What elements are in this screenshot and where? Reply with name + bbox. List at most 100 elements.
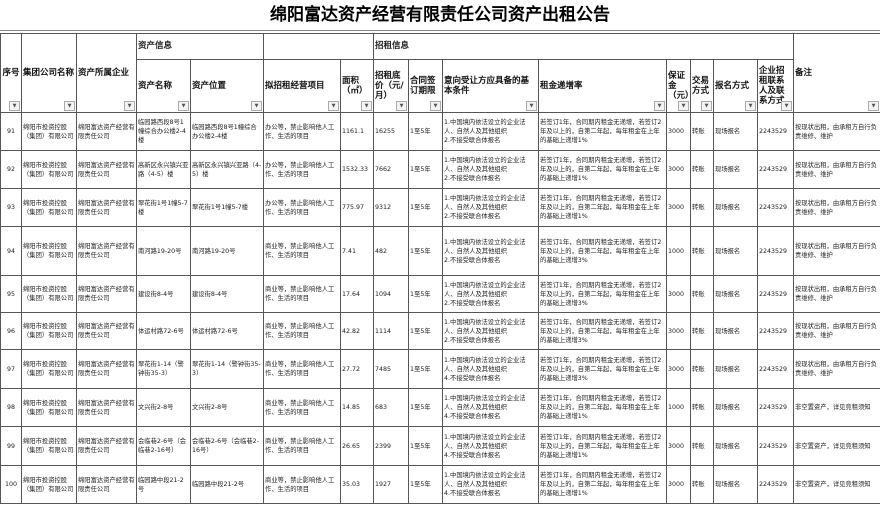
group-blank bbox=[263, 33, 375, 60]
cell-group-company: 绵阳市投资控股（集团）有限公司 bbox=[21, 312, 77, 350]
cell-seq: 99 bbox=[0, 426, 22, 466]
dropdown-arrow-icon[interactable]: ▼ bbox=[701, 101, 713, 111]
cell-rent-increase: 若签订1年，合同期内租金无递增，若签订2年及以上的，自第二年起，每年租金在上年的… bbox=[538, 112, 668, 151]
cell-seq: 94 bbox=[0, 226, 22, 276]
cell-contact: 2243529 bbox=[757, 275, 795, 313]
cell-group-company: 绵阳市投资控股（集团）有限公司 bbox=[21, 150, 77, 189]
cell-conditions: 1.中国境内依法设立的企业法人、自然人及其他组织 4.不接受联合体报名 bbox=[442, 465, 540, 504]
cell-deposit: 3000 bbox=[666, 349, 692, 389]
group-lease-info: 招租信息 bbox=[373, 33, 795, 60]
cell-business-scope: 商业等，禁止影响他人工作、生活的项目 bbox=[263, 275, 342, 313]
cell-remarks: 按现状出租，由承租方自行负责维修、维护 bbox=[793, 349, 880, 389]
cell-asset-location: 会临巷2-6号（会临巷2-16号） bbox=[189, 426, 265, 466]
cell-business-scope: 办公等，禁止影响他人工作、生活的项目 bbox=[263, 188, 342, 227]
table-row: 99 绵阳市投资控股（集团）有限公司 绵阳富达资产经营有限责任公司 会临巷2-6号（会… bbox=[0, 426, 880, 466]
cell-contact: 2243529 bbox=[757, 112, 795, 151]
cell-conditions: 1.中国境内依法设立的企业法人、自然人及其他组织 4.不接受联合体报名 bbox=[442, 349, 540, 389]
header-conditions[interactable]: 意向受让方应具备的基本条件 ▼ bbox=[442, 59, 540, 113]
header-deposit[interactable]: 保证金（元）▼ bbox=[666, 59, 692, 113]
cell-rent-increase: 若签订1年，合同期内租金无递增，若签订2年及以上的，自第二年起，每年租金在上年的… bbox=[538, 465, 668, 504]
cell-owner-company: 绵阳富达资产经营有限责任公司 bbox=[76, 150, 137, 189]
header-asset-name[interactable]: 资产名称 ▼ bbox=[136, 59, 191, 113]
header-payment-method[interactable]: 交易方式 ▼ bbox=[690, 59, 715, 113]
cell-contract-term: 1至5年 bbox=[408, 465, 444, 504]
cell-deposit: 1000 bbox=[666, 388, 692, 427]
cell-payment-method: 转账 bbox=[690, 388, 715, 427]
header-group-company[interactable]: 集团公司名称 ▼ bbox=[21, 33, 77, 113]
cell-asset-location: 体运村路72-6号 bbox=[189, 312, 265, 350]
cell-area: 7.41 bbox=[340, 226, 375, 276]
cell-payment-method: 转账 bbox=[690, 426, 715, 466]
cell-registration-method: 现场报名 bbox=[713, 226, 759, 276]
cell-contact: 2243529 bbox=[757, 465, 795, 504]
cell-seq: 92 bbox=[0, 150, 22, 189]
table-row: 91 绵阳市投资控股（集团）有限公司 绵阳富达资产经营有限责任公司 临园路西段8号1幢… bbox=[0, 112, 880, 151]
group-asset-info: 资产信息 bbox=[135, 33, 265, 60]
cell-seq: 98 bbox=[0, 388, 22, 427]
header-remarks[interactable]: 备注 ▼ bbox=[793, 33, 880, 113]
dropdown-arrow-icon[interactable]: ▼ bbox=[64, 101, 75, 111]
cell-asset-name: 建设街8-4号 bbox=[136, 275, 191, 313]
dropdown-arrow-icon[interactable]: ▼ bbox=[361, 101, 373, 111]
cell-asset-name: 临园路西段8号1幢综合办公楼2-4楼 bbox=[136, 112, 191, 151]
cell-contract-term: 1至5年 bbox=[408, 275, 444, 313]
cell-registration-method: 现场报名 bbox=[713, 188, 759, 227]
cell-contract-term: 1至5年 bbox=[408, 312, 444, 350]
table-row: 97 绵阳市投资控股（集团）有限公司 绵阳富达资产经营有限责任公司 翠花街1-14（警… bbox=[0, 349, 880, 389]
header-base-price[interactable]: 招租底价（元/月） ▼ bbox=[373, 59, 410, 113]
cell-contract-term: 1至5年 bbox=[408, 349, 444, 389]
dropdown-arrow-icon[interactable]: ▼ bbox=[430, 101, 442, 111]
dropdown-arrow-icon[interactable]: ▼ bbox=[124, 101, 135, 111]
dropdown-arrow-icon[interactable]: ▼ bbox=[654, 101, 666, 111]
dropdown-arrow-icon[interactable]: ▼ bbox=[328, 101, 340, 111]
cell-rent-increase: 若签订1年，合同期内租金无递增，若签订2年及以上的，自第二年起，每年租金在上年的… bbox=[538, 388, 668, 427]
cell-registration-method: 现场报名 bbox=[713, 388, 759, 427]
dropdown-arrow-icon[interactable]: ▼ bbox=[526, 101, 538, 111]
dropdown-arrow-icon[interactable]: ▼ bbox=[396, 101, 408, 111]
cell-conditions: 1.中国境内依法设立的企业法人、自然人及其他组织 4.不接受联合体报名 bbox=[442, 426, 540, 466]
header-business-scope[interactable]: 拟招租经营项目 ▼ bbox=[263, 59, 342, 113]
header-seq[interactable]: 序号 ▼ bbox=[0, 33, 22, 113]
cell-business-scope: 办公等，禁止影响他人工作、生活的项目 bbox=[263, 112, 342, 151]
dropdown-arrow-icon[interactable]: ▼ bbox=[178, 101, 189, 111]
cell-payment-method: 转账 bbox=[690, 150, 715, 189]
cell-conditions: 1.中国境内依法设立的企业法人、自然人及其他组织 2.不接受联合体报名 bbox=[442, 188, 540, 227]
cell-remarks: 非空置资产，详见竞租须知 bbox=[793, 426, 880, 466]
cell-asset-location: 文兴街2-8号 bbox=[189, 388, 265, 427]
cell-area: 26.65 bbox=[340, 426, 375, 466]
header-contract-term[interactable]: 合同签订期限 ▼ bbox=[408, 59, 444, 113]
cell-group-company: 绵阳市投资控股（集团）有限公司 bbox=[21, 188, 77, 227]
cell-deposit: 3000 bbox=[666, 426, 692, 466]
cell-business-scope: 商业等，禁止影响他人工作、生活的项目 bbox=[263, 349, 342, 389]
table-row: 96 绵阳市投资控股（集团）有限公司 绵阳富达资产经营有限责任公司 体运村路72-6号… bbox=[0, 312, 880, 350]
cell-contact: 2243529 bbox=[757, 388, 795, 427]
dropdown-arrow-icon[interactable]: ▼ bbox=[745, 101, 757, 111]
dropdown-arrow-icon[interactable]: ▼ bbox=[251, 101, 263, 111]
cell-payment-method: 转账 bbox=[690, 188, 715, 227]
header-registration-method[interactable]: 报名方式 ▼ bbox=[713, 59, 759, 113]
dropdown-arrow-icon[interactable]: ▼ bbox=[868, 101, 880, 111]
cell-conditions: 1.中国境内依法设立的企业法人、自然人及其他组织 2.不接受联合体报名 bbox=[442, 112, 540, 151]
cell-base-price: 1094 bbox=[373, 275, 410, 313]
dropdown-arrow-icon[interactable]: ▼ bbox=[678, 101, 690, 111]
cell-rent-increase: 若签订1年，合同期内租金无递增，若签订2年及以上的，自第二年起，每年租金在上年的… bbox=[538, 275, 668, 313]
header-rent-increase[interactable]: 租金递增率 ▼ bbox=[538, 59, 668, 113]
header-asset-location[interactable]: 资产位置 ▼ bbox=[189, 59, 265, 113]
dropdown-arrow-icon[interactable]: ▼ bbox=[9, 101, 20, 111]
cell-owner-company: 绵阳富达资产经营有限责任公司 bbox=[76, 465, 137, 504]
dropdown-arrow-icon[interactable]: ▼ bbox=[781, 101, 793, 111]
table-row: 95 绵阳市投资控股（集团）有限公司 绵阳富达资产经营有限责任公司 建设街8-4号 建设… bbox=[0, 275, 880, 313]
cell-deposit: 3000 bbox=[666, 275, 692, 313]
cell-group-company: 绵阳市投资控股（集团）有限公司 bbox=[21, 349, 77, 389]
cell-group-company: 绵阳市投资控股（集团）有限公司 bbox=[21, 465, 77, 504]
header-owner-company[interactable]: 资产所属企业 ▼ bbox=[76, 33, 137, 113]
cell-owner-company: 绵阳富达资产经营有限责任公司 bbox=[76, 312, 137, 350]
header-contact[interactable]: 企业招租联系人及联系方式 ▼ bbox=[757, 59, 795, 113]
cell-group-company: 绵阳市投资控股（集团）有限公司 bbox=[21, 426, 77, 466]
header-area[interactable]: 面积（㎡） ▼ bbox=[340, 59, 375, 113]
lease-table: 序号 ▼ 集团公司名称 ▼ 资产所属企业 ▼ 资产信息 招租信息 备注 ▼ 资产名称 ▼ 资… bbox=[0, 33, 880, 504]
cell-owner-company: 绵阳富达资产经营有限责任公司 bbox=[76, 275, 137, 313]
cell-rent-increase: 若签订1年，合同期内租金无递增，若签订2年及以上的，自第二年起，每年租金在上年的… bbox=[538, 150, 668, 189]
cell-asset-location: 临园路西段8号1幢综合办公楼2-4楼 bbox=[189, 112, 265, 151]
cell-area: 42.82 bbox=[340, 312, 375, 350]
